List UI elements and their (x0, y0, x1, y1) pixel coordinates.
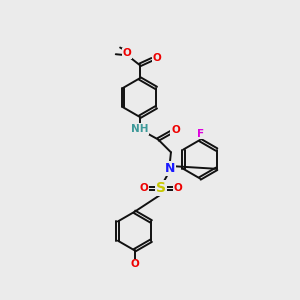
Text: O: O (153, 53, 162, 63)
Text: O: O (173, 183, 182, 193)
Text: O: O (130, 260, 139, 269)
Text: O: O (122, 49, 131, 58)
Text: O: O (139, 183, 148, 193)
Text: O: O (171, 125, 180, 135)
Text: S: S (156, 181, 166, 195)
Text: F: F (197, 128, 205, 139)
Text: N: N (164, 162, 175, 175)
Text: NH: NH (131, 124, 148, 134)
